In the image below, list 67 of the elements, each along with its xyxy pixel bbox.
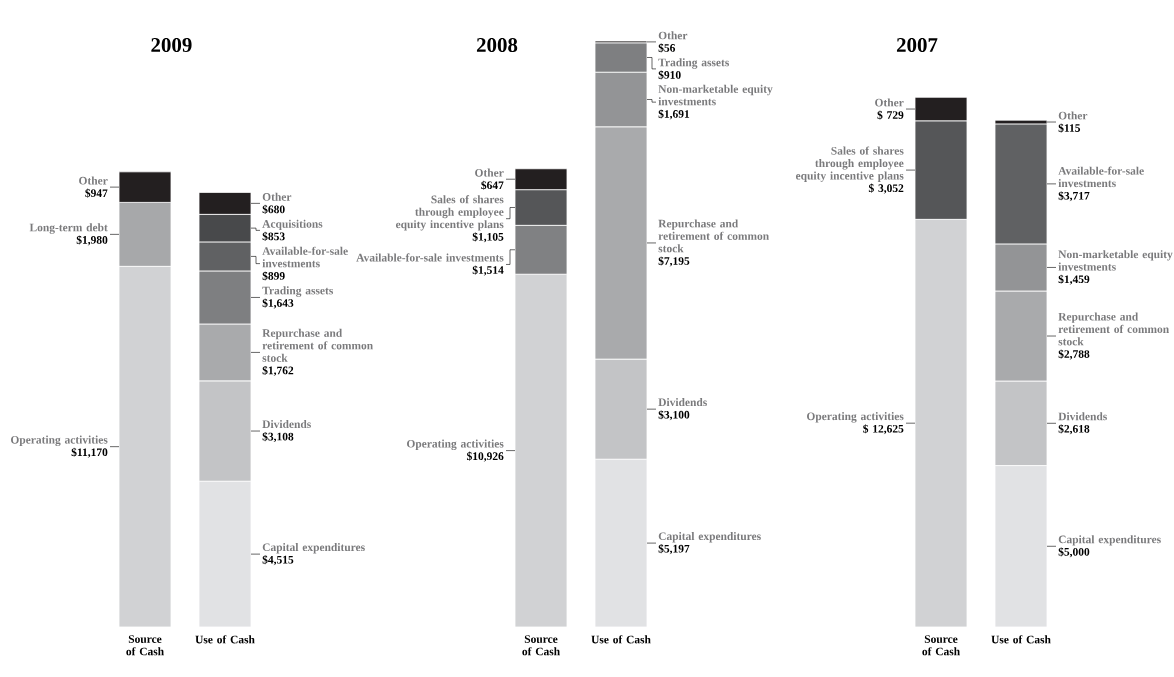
- series-label: Capital expenditures: [1058, 535, 1161, 546]
- series-label: Sales of shares through employee equity incentive plans: [395, 195, 504, 231]
- series-label: Repurchase and retirement of common stock: [262, 328, 373, 362]
- series-label: Repurchase and retirement of common stock: [658, 219, 769, 253]
- data-label: $11,170: [71, 447, 108, 458]
- data-label: $947: [85, 188, 108, 198]
- data-label: $7,195: [658, 256, 690, 267]
- series-label: Other: [79, 176, 108, 185]
- data-label: $899: [262, 271, 285, 281]
- data-label: $2,788: [1058, 349, 1090, 360]
- series-label: Available-for-sale investments: [356, 253, 504, 262]
- data-label: $1,980: [76, 235, 108, 246]
- x-tick-label: Use of Cash: [195, 635, 255, 644]
- data-label: $3,100: [658, 410, 690, 421]
- series-label: Operating activities: [407, 439, 504, 450]
- series-label: Other: [1058, 111, 1088, 120]
- data-label: $853: [262, 231, 285, 242]
- chart-title: 2007: [896, 37, 938, 53]
- series-label: Non-marketable equity investments: [658, 84, 773, 106]
- series-label: Dividends: [1058, 412, 1107, 421]
- data-label: $1,643: [262, 298, 294, 309]
- data-label: $910: [658, 70, 681, 80]
- data-label: $ 729: [877, 110, 904, 120]
- chart-title: 2008: [476, 37, 518, 53]
- data-label: $56: [658, 43, 676, 53]
- x-tick-label: Use of Cash: [591, 635, 651, 644]
- x-tick-label: Source of Cash: [126, 635, 164, 656]
- data-label: $10,926: [466, 451, 504, 462]
- series-label: Sales of shares through employee equity incentive plans: [795, 146, 904, 182]
- series-label: Capital expenditures: [262, 543, 365, 554]
- series-label: Repurchase and retirement of common stock: [1058, 312, 1169, 346]
- x-tick-label: Source of Cash: [922, 635, 960, 656]
- series-label: Operating activities: [11, 435, 108, 447]
- series-label: Other: [875, 98, 904, 107]
- data-label: $5,000: [1058, 547, 1090, 558]
- data-label: $115: [1058, 123, 1081, 133]
- data-label: $647: [481, 180, 504, 190]
- data-label: $5,197: [658, 544, 690, 555]
- series-label: Other: [475, 168, 504, 177]
- series-label: Other: [658, 31, 688, 40]
- data-label: $1,459: [1058, 274, 1090, 285]
- data-label: $680: [262, 204, 285, 215]
- series-label: Long-term debt: [29, 223, 108, 234]
- series-label: Capital expenditures: [658, 532, 761, 543]
- series-label: Available-for-sale investments: [1058, 166, 1144, 188]
- data-label: $ 3,052: [868, 183, 904, 194]
- series-label: Operating activities: [807, 412, 904, 423]
- data-label: $1,762: [262, 365, 294, 376]
- series-label: Dividends: [658, 398, 707, 407]
- x-tick-label: Source of Cash: [522, 635, 560, 656]
- data-label: $1,105: [472, 232, 504, 243]
- series-label: Other: [262, 192, 292, 201]
- data-label: $3,108: [262, 432, 294, 443]
- series-label: Dividends: [262, 419, 311, 429]
- data-label: $4,515: [262, 555, 294, 566]
- series-label: Acquisitions: [262, 219, 323, 231]
- series-label: Trading assets: [658, 58, 729, 69]
- x-tick-label: Use of Cash: [991, 635, 1051, 644]
- series-label: Non-marketable equity investments: [1058, 250, 1173, 271]
- data-label: $1,691: [658, 109, 690, 120]
- series-label: Trading assets: [262, 286, 333, 297]
- data-label: $3,717: [1058, 191, 1090, 202]
- data-label: $ 12,625: [863, 424, 904, 435]
- data-label: $2,618: [1058, 424, 1090, 435]
- chart-title: 2009: [151, 37, 192, 53]
- series-label: Available-for-sale investments: [262, 246, 348, 268]
- data-label: $1,514: [472, 265, 504, 276]
